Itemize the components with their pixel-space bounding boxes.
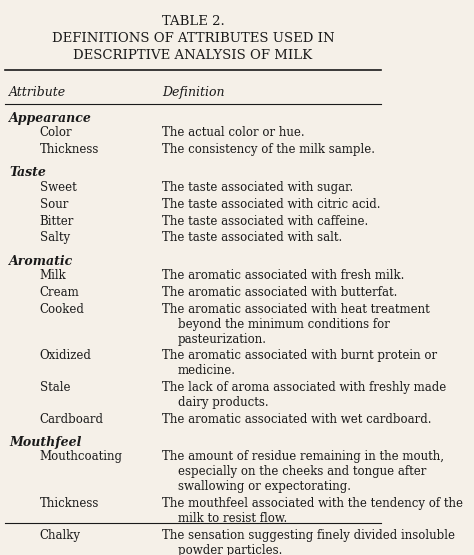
Text: The taste associated with salt.: The taste associated with salt.	[163, 231, 343, 244]
Text: Color: Color	[40, 126, 73, 139]
Text: Mouthcoating: Mouthcoating	[40, 451, 123, 463]
Text: dairy products.: dairy products.	[178, 396, 268, 409]
Text: Bitter: Bitter	[40, 215, 74, 228]
Text: beyond the minimum conditions for: beyond the minimum conditions for	[178, 317, 390, 331]
Text: The aromatic associated with butterfat.: The aromatic associated with butterfat.	[163, 286, 398, 299]
Text: Mouthfeel: Mouthfeel	[9, 436, 82, 449]
Text: The taste associated with sugar.: The taste associated with sugar.	[163, 181, 354, 194]
Text: Stale: Stale	[40, 381, 70, 394]
Text: pasteurization.: pasteurization.	[178, 332, 267, 346]
Text: especially on the cheeks and tongue after: especially on the cheeks and tongue afte…	[178, 465, 426, 478]
Text: Milk: Milk	[40, 269, 66, 282]
Text: powder particles.: powder particles.	[178, 543, 282, 555]
Text: The aromatic associated with heat treatment: The aromatic associated with heat treatm…	[163, 303, 430, 316]
Text: The actual color or hue.: The actual color or hue.	[163, 126, 305, 139]
Text: Cardboard: Cardboard	[40, 413, 104, 426]
Text: Salty: Salty	[40, 231, 70, 244]
Text: The sensation suggesting finely divided insoluble: The sensation suggesting finely divided …	[163, 529, 456, 542]
Text: The aromatic associated with fresh milk.: The aromatic associated with fresh milk.	[163, 269, 405, 282]
Text: The aromatic associated with burnt protein or: The aromatic associated with burnt prote…	[163, 350, 438, 362]
Text: The aromatic associated with wet cardboard.: The aromatic associated with wet cardboa…	[163, 413, 432, 426]
Text: The consistency of the milk sample.: The consistency of the milk sample.	[163, 143, 375, 156]
Text: The taste associated with caffeine.: The taste associated with caffeine.	[163, 215, 369, 228]
Text: milk to resist flow.: milk to resist flow.	[178, 512, 287, 525]
Text: Taste: Taste	[9, 166, 46, 179]
Text: Oxidized: Oxidized	[40, 350, 91, 362]
Text: Sweet: Sweet	[40, 181, 76, 194]
Text: The amount of residue remaining in the mouth,: The amount of residue remaining in the m…	[163, 451, 444, 463]
Text: medicine.: medicine.	[178, 364, 236, 377]
Text: Thickness: Thickness	[40, 497, 99, 510]
Text: Sour: Sour	[40, 198, 68, 211]
Text: Cream: Cream	[40, 286, 80, 299]
Text: TABLE 2.: TABLE 2.	[162, 14, 224, 28]
Text: DEFINITIONS OF ATTRIBUTES USED IN: DEFINITIONS OF ATTRIBUTES USED IN	[52, 32, 334, 45]
Text: Appearance: Appearance	[9, 112, 92, 125]
Text: Chalky: Chalky	[40, 529, 81, 542]
Text: Definition: Definition	[163, 85, 225, 99]
Text: The taste associated with citric acid.: The taste associated with citric acid.	[163, 198, 381, 211]
Text: The lack of aroma associated with freshly made: The lack of aroma associated with freshl…	[163, 381, 447, 394]
Text: Thickness: Thickness	[40, 143, 99, 156]
Text: The mouthfeel associated with the tendency of the: The mouthfeel associated with the tenden…	[163, 497, 464, 510]
Text: DESCRIPTIVE ANALYSIS OF MILK: DESCRIPTIVE ANALYSIS OF MILK	[73, 49, 312, 62]
Text: Attribute: Attribute	[9, 85, 66, 99]
Text: Cooked: Cooked	[40, 303, 84, 316]
Text: swallowing or expectorating.: swallowing or expectorating.	[178, 480, 351, 493]
Text: Aromatic: Aromatic	[9, 255, 73, 268]
